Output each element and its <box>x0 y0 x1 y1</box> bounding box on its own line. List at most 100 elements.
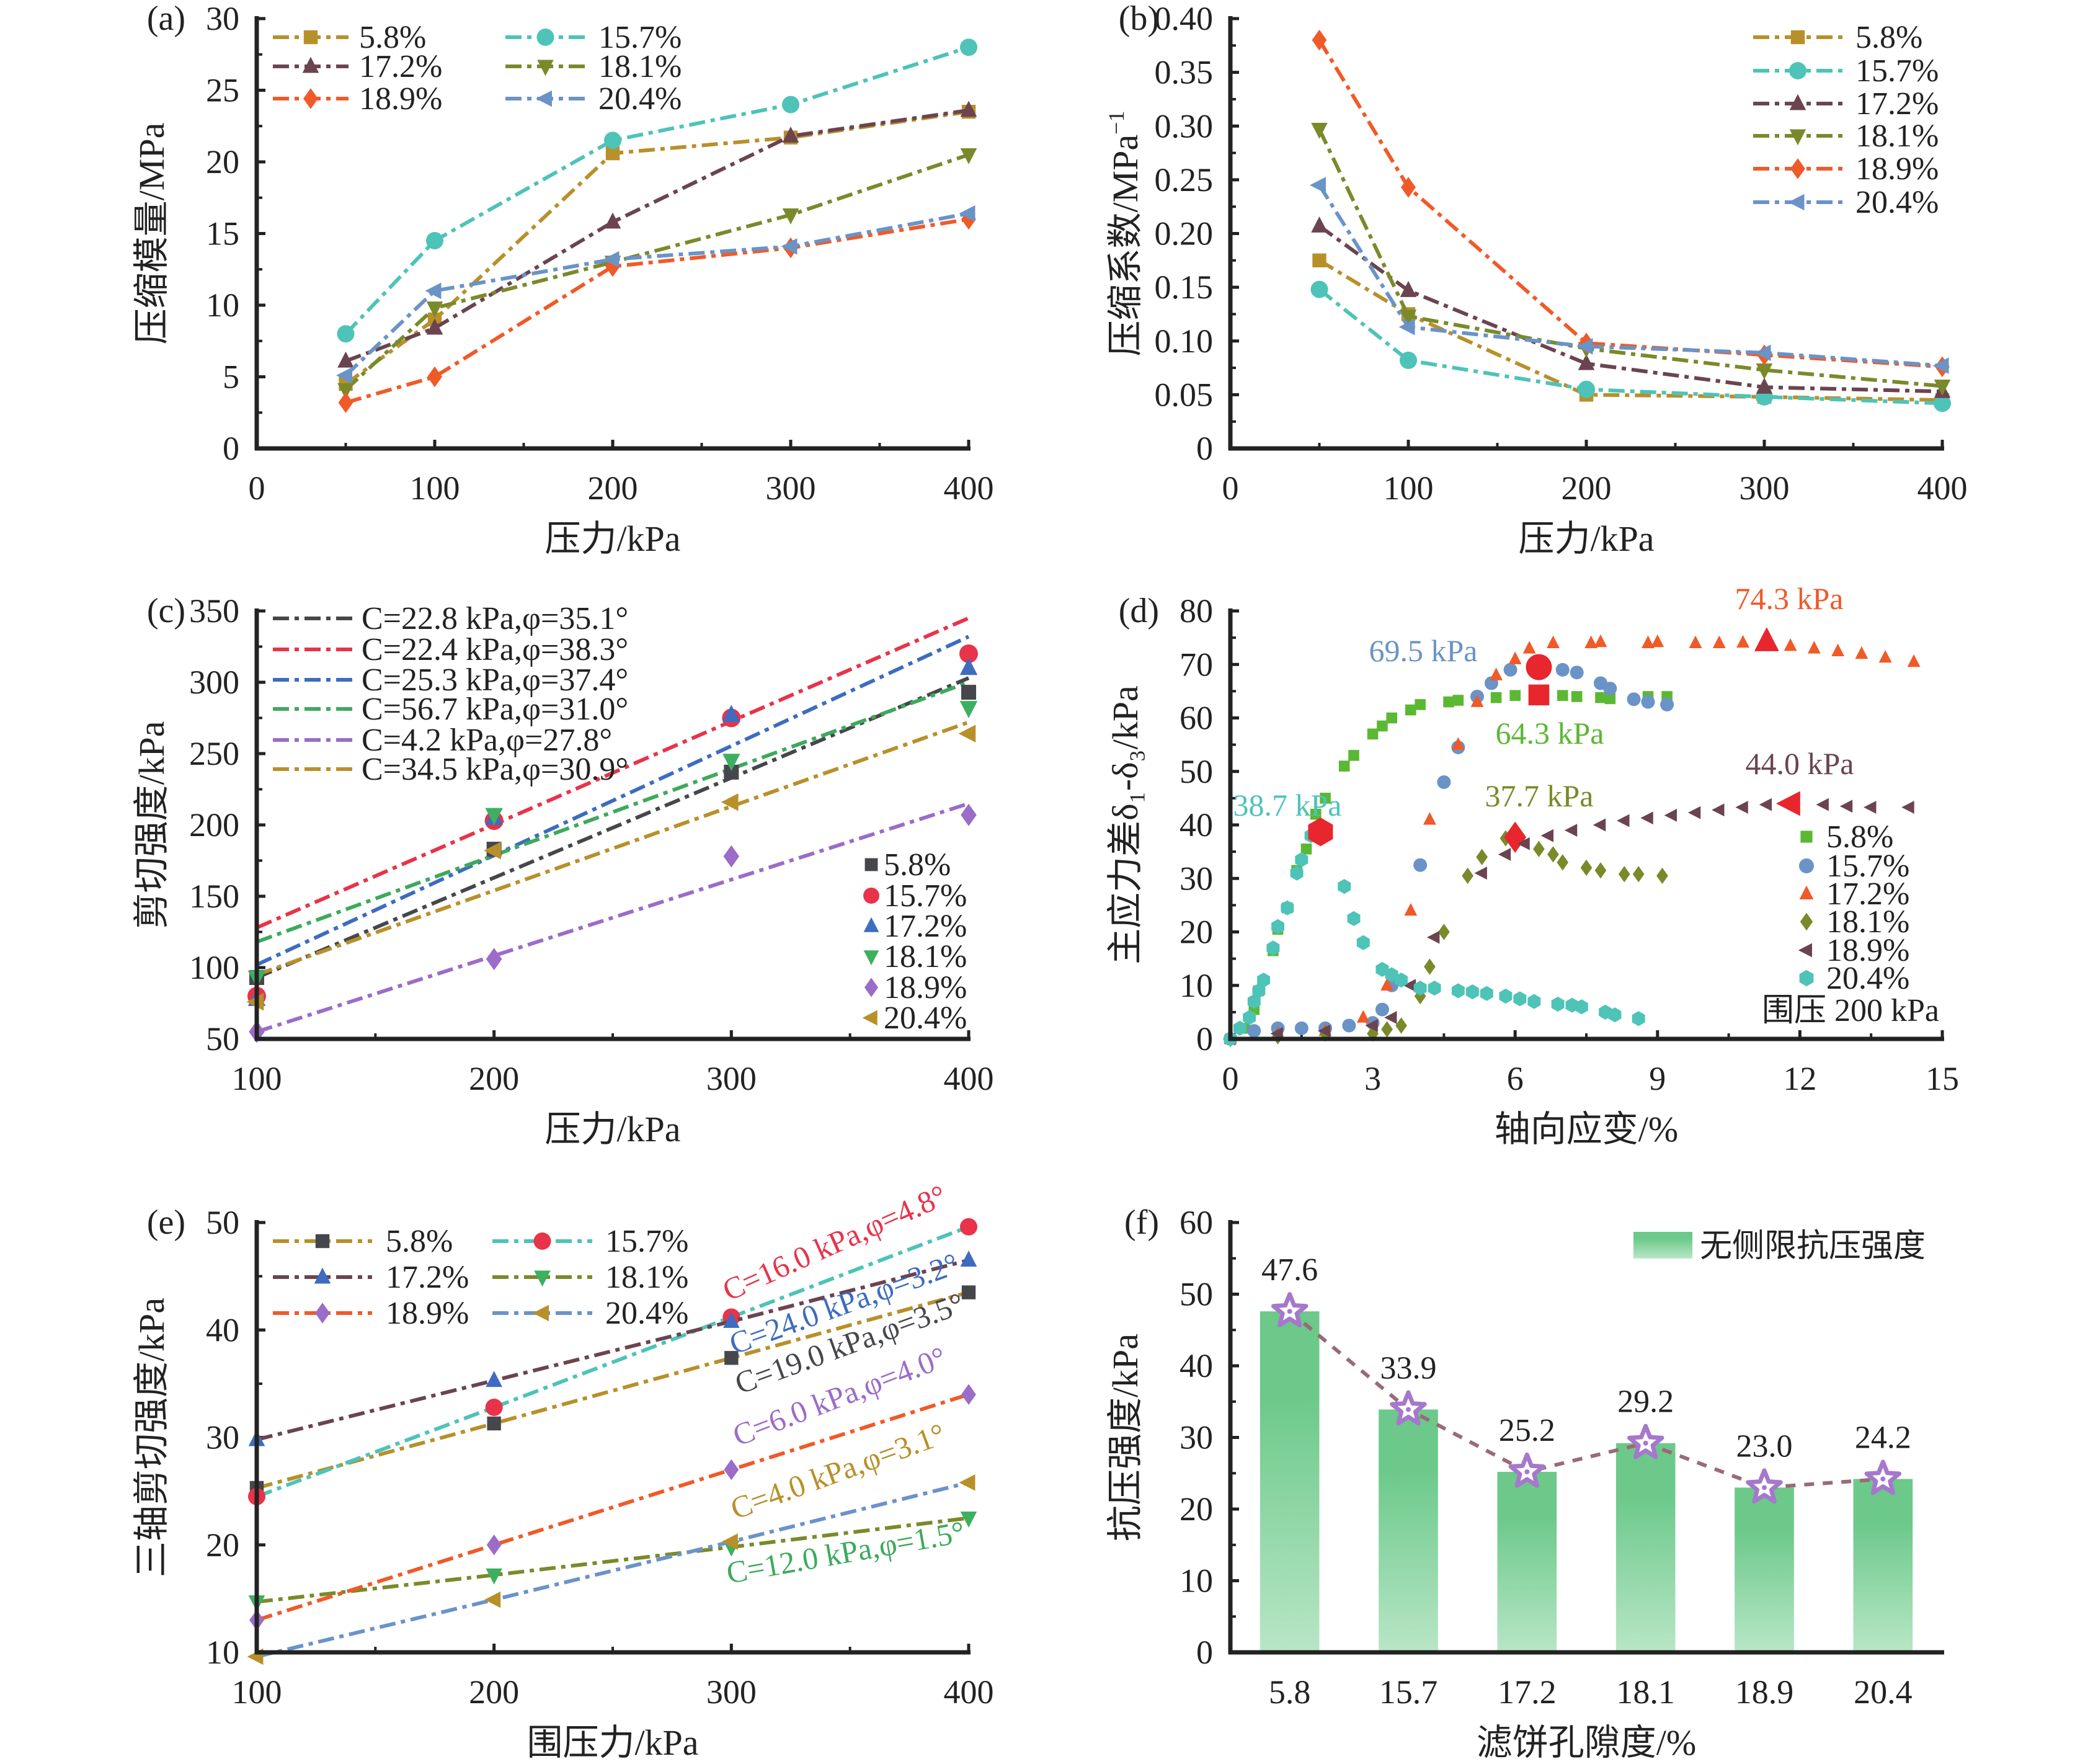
data-point <box>486 1371 502 1388</box>
legend-item: 5.8% <box>1753 20 1922 55</box>
y-tick-label: 10 <box>1180 967 1213 1004</box>
panel-label: (a) <box>147 0 185 38</box>
data-point <box>1907 654 1921 667</box>
data-point <box>1660 697 1674 711</box>
x-tick-label: 20.4 <box>1854 1673 1913 1711</box>
legend-marker <box>1798 943 1812 958</box>
legend-label: 5.8% <box>1826 819 1893 855</box>
star-marker <box>1271 1292 1309 1328</box>
legend-marker <box>1799 858 1814 873</box>
data-point <box>1247 994 1261 1009</box>
data-point <box>960 100 977 117</box>
data-point <box>1294 1021 1309 1035</box>
data-point <box>721 1533 738 1550</box>
x-tick-label: 5.8 <box>1269 1673 1311 1711</box>
legend-marker <box>315 1234 330 1249</box>
x-tick-label: 12 <box>1783 1060 1816 1097</box>
series-line <box>255 1225 970 1499</box>
peak-point <box>1526 654 1552 680</box>
bar <box>1260 1311 1320 1652</box>
panel-b: (b) 0 0.05 0.10 0.15 0.20 0.25 0.30 0.35 0.40 0 100… <box>1104 0 1968 559</box>
y-tick-label: 150 <box>189 878 239 915</box>
data-point <box>1400 351 1417 369</box>
series-line <box>344 212 969 377</box>
data-point <box>1571 691 1583 702</box>
data-point <box>486 1568 502 1585</box>
data-point <box>425 282 442 300</box>
x-tick-label: 400 <box>944 470 994 507</box>
data-point <box>605 256 620 277</box>
series-18.9% <box>249 803 977 1043</box>
series-20.4% <box>1310 177 1949 374</box>
data-point <box>1864 801 1877 814</box>
data-point <box>1470 694 1484 707</box>
data-point <box>337 325 355 343</box>
data-point <box>1295 852 1309 868</box>
legend-marker <box>1799 969 1814 987</box>
legend-label: 18.1% <box>1826 904 1909 940</box>
data-point <box>959 657 978 675</box>
data-point <box>1342 1018 1356 1033</box>
data-point <box>1320 793 1331 804</box>
data-point <box>1400 280 1417 297</box>
peak-point <box>1775 791 1800 816</box>
bar <box>1497 1471 1557 1652</box>
data-point <box>961 1384 976 1405</box>
legend-label: 无侧限抗压强度 <box>1700 1229 1926 1264</box>
data-point <box>426 318 443 335</box>
legend-item: C=25.3 kPa,φ=37.4° <box>273 662 628 698</box>
series-18.1% <box>337 148 977 399</box>
series-15.7% <box>337 38 977 343</box>
data-point <box>1413 980 1427 996</box>
panel-label: (e) <box>147 1203 185 1242</box>
legend-marker <box>537 60 554 76</box>
legend-item: 5.8% <box>273 1224 453 1259</box>
series-20.4% <box>336 205 975 384</box>
data-point <box>1401 177 1416 198</box>
peak-label: 38.7 kPa <box>1233 788 1342 822</box>
data-point <box>1428 980 1441 996</box>
data-point <box>1656 867 1668 884</box>
legend-label: 5.8% <box>884 847 951 883</box>
legend-label: 18.9% <box>1826 933 1909 968</box>
panel-label: (f) <box>1124 1203 1159 1242</box>
data-point <box>723 845 740 868</box>
data-point <box>724 1459 739 1481</box>
data-point <box>1367 728 1379 740</box>
peak-label: 64.3 kPa <box>1496 716 1604 751</box>
y-tick-label: 10 <box>206 287 239 324</box>
data-point <box>1281 900 1294 915</box>
legend-item: 18.9% <box>1798 933 1909 968</box>
data-point <box>1312 29 1327 51</box>
x-axis-label: 滤饼孔隙度/% <box>1477 1722 1696 1763</box>
data-point <box>1509 690 1521 702</box>
data-point <box>1395 1017 1407 1034</box>
fit-annotation: C=12.0 kPa,φ=1.5° <box>724 1514 967 1590</box>
legend-label: 18.9% <box>386 1296 469 1331</box>
legend-marker <box>1789 129 1806 146</box>
data-point <box>486 1534 502 1556</box>
data-point <box>959 1474 975 1491</box>
legend-marker <box>536 29 554 46</box>
y-tick-label: 50 <box>1180 1276 1213 1313</box>
data-point <box>1490 667 1503 680</box>
series-line <box>256 1392 969 1622</box>
legend-marker <box>303 30 318 45</box>
y-tick-label: 0 <box>1196 1020 1213 1058</box>
legend-marker <box>314 1267 331 1284</box>
y-axis-label: 压缩模量/MPa <box>131 123 172 345</box>
data-point <box>1603 682 1617 696</box>
data-point <box>722 705 740 723</box>
data-point <box>1839 800 1853 813</box>
series-line <box>1318 224 1943 394</box>
data-point <box>1555 662 1570 677</box>
y-tick-label: 0.30 <box>1155 107 1214 145</box>
data-point <box>961 1285 976 1299</box>
data-point <box>1735 801 1748 814</box>
data-label: 33.9 <box>1380 1350 1437 1386</box>
data-point <box>960 148 977 164</box>
legend-label: 17.2% <box>386 1260 469 1295</box>
data-point <box>1759 798 1772 811</box>
